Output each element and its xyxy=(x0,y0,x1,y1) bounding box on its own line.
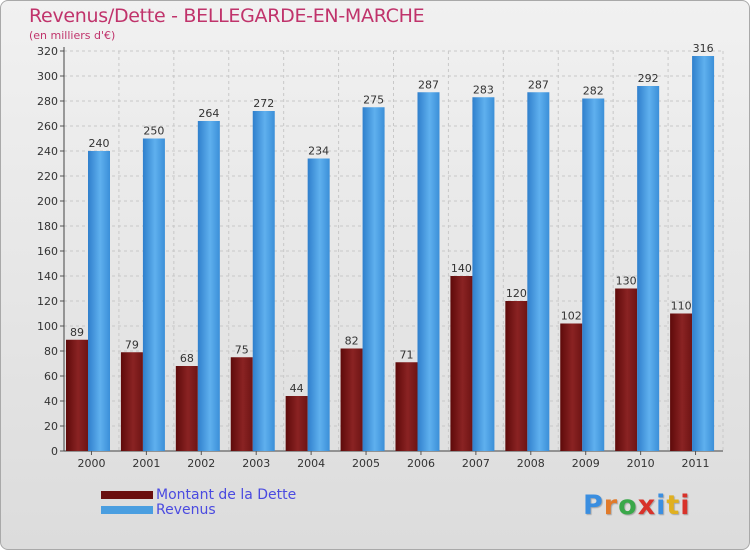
x-tick-label-2003: 2003 xyxy=(242,457,270,470)
y-tick-label: 140 xyxy=(37,270,58,283)
bar-debt-2010 xyxy=(615,288,638,451)
x-tick-label-2009: 2009 xyxy=(572,457,600,470)
y-tick-label: 280 xyxy=(37,95,58,108)
y-tick-label: 200 xyxy=(37,195,58,208)
bar-debt-2002 xyxy=(175,366,198,451)
y-tick-label: 60 xyxy=(44,370,58,383)
bar-debt-2004 xyxy=(285,396,308,451)
bar-debt-2001 xyxy=(120,352,143,451)
data-label-debt-2001: 79 xyxy=(125,338,139,351)
data-label-debt-2006: 71 xyxy=(400,348,414,361)
proxiti-logo: Proxiti xyxy=(583,490,691,521)
y-tick-label: 240 xyxy=(37,145,58,158)
data-label-revenue-2003: 272 xyxy=(253,97,274,110)
bar-revenue-2005 xyxy=(362,107,385,451)
bar-revenue-2000 xyxy=(88,151,110,451)
chart-title: Revenus/Dette - BELLEGARDE-EN-MARCHE xyxy=(29,5,425,27)
x-tick-label-2006: 2006 xyxy=(407,457,435,470)
data-label-debt-2003: 75 xyxy=(235,343,249,356)
bar-revenue-2011 xyxy=(692,56,715,451)
y-tick-label: 100 xyxy=(37,320,58,333)
axes: 0 20 40 60 80 100 120 140 160 180 200 220 240 260 280 3… xyxy=(37,45,723,470)
data-label-debt-2004: 44 xyxy=(290,382,304,395)
chart-subtitle: (en milliers d'€) xyxy=(29,29,116,42)
data-label-debt-2008: 120 xyxy=(506,287,527,300)
data-label-revenue-2007: 283 xyxy=(473,83,494,96)
bar-debt-2003 xyxy=(230,357,253,451)
data-label-revenue-2008: 287 xyxy=(528,78,549,91)
bar-debt-2009 xyxy=(560,323,583,451)
x-tick-label-2000: 2000 xyxy=(77,457,105,470)
bars xyxy=(66,56,715,451)
bar-debt-2006 xyxy=(395,362,418,451)
data-label-revenue-2006: 287 xyxy=(418,78,439,91)
data-label-debt-2011: 110 xyxy=(671,300,692,313)
bar-revenue-2002 xyxy=(197,121,220,451)
x-tick-label-2001: 2001 xyxy=(132,457,160,470)
data-label-revenue-2002: 264 xyxy=(198,107,219,120)
y-tick-label: 220 xyxy=(37,170,58,183)
x-tick-label-2007: 2007 xyxy=(462,457,490,470)
x-tick-label-2005: 2005 xyxy=(352,457,380,470)
bar-debt-2011 xyxy=(670,313,693,451)
y-tick-label: 40 xyxy=(44,395,58,408)
x-tick-label-2004: 2004 xyxy=(297,457,325,470)
data-label-debt-2002: 68 xyxy=(180,352,194,365)
x-tick-label-2010: 2010 xyxy=(627,457,655,470)
legend-swatch-revenue xyxy=(101,506,153,514)
x-tick-label-2008: 2008 xyxy=(517,457,545,470)
data-label-revenue-2001: 250 xyxy=(143,125,164,138)
data-label-revenue-2011: 316 xyxy=(693,42,714,55)
data-labels: 89 240 79 250 68 264 75 272 44 234 82 275 71 287 140 28… xyxy=(70,42,714,395)
data-label-revenue-2009: 282 xyxy=(583,85,604,98)
bar-revenue-2004 xyxy=(307,158,330,451)
bar-revenue-2006 xyxy=(417,92,440,451)
data-label-revenue-2005: 275 xyxy=(363,93,384,106)
bar-debt-2000 xyxy=(66,339,88,451)
bar-debt-2008 xyxy=(505,301,528,451)
y-tick-label: 80 xyxy=(44,345,58,358)
legend-swatch-debt xyxy=(101,491,153,499)
bar-revenue-2001 xyxy=(142,138,165,451)
bar-debt-2005 xyxy=(340,348,363,451)
y-tick-label: 20 xyxy=(44,420,58,433)
bar-revenue-2003 xyxy=(252,111,275,451)
y-tick-label: 180 xyxy=(37,220,58,233)
y-tick-label: 300 xyxy=(37,70,58,83)
bar-revenue-2009 xyxy=(582,98,605,451)
bar-debt-2007 xyxy=(450,276,473,451)
data-label-debt-2005: 82 xyxy=(345,335,359,348)
bar-revenue-2008 xyxy=(527,92,550,451)
x-tick-label-2011: 2011 xyxy=(682,457,710,470)
legend-label-debt: Montant de la Dette xyxy=(156,487,297,503)
data-label-debt-2010: 130 xyxy=(616,275,637,288)
data-label-revenue-2010: 292 xyxy=(638,72,659,85)
y-tick-label: 260 xyxy=(37,120,58,133)
data-label-debt-2000: 89 xyxy=(70,326,84,339)
y-tick-label: 0 xyxy=(51,445,58,458)
grid-lines xyxy=(63,50,724,452)
data-label-revenue-2000: 240 xyxy=(89,137,110,150)
y-tick-label: 160 xyxy=(37,245,58,258)
bar-revenue-2007 xyxy=(472,97,495,451)
y-tick-label: 320 xyxy=(37,45,58,58)
data-label-debt-2009: 102 xyxy=(561,310,582,323)
bar-revenue-2010 xyxy=(637,86,660,451)
data-label-debt-2007: 140 xyxy=(451,262,472,275)
y-tick-label: 120 xyxy=(37,295,58,308)
legend-label-revenue: Revenus xyxy=(156,502,216,518)
x-tick-label-2002: 2002 xyxy=(187,457,215,470)
data-label-revenue-2004: 234 xyxy=(308,145,329,158)
